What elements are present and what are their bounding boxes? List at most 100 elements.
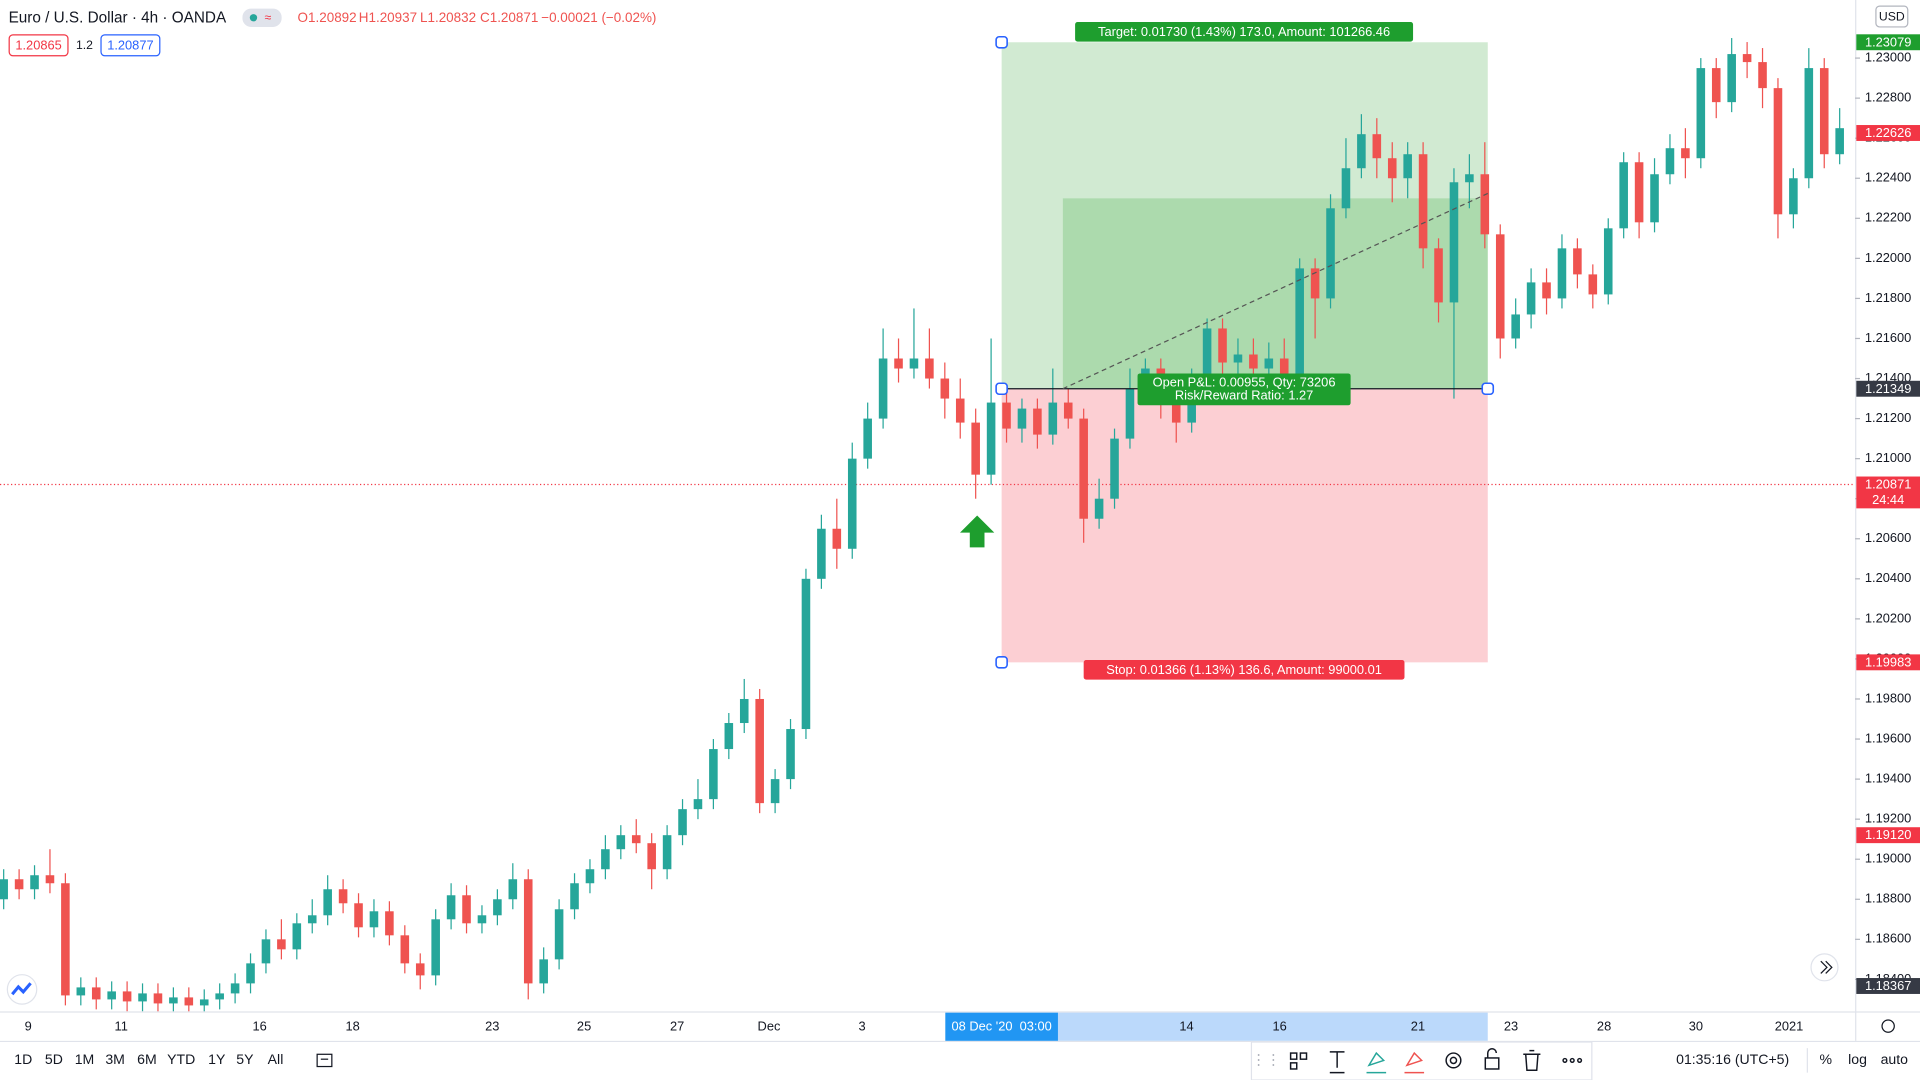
candle-body — [894, 358, 903, 369]
candle-body — [1835, 128, 1844, 155]
time-tick-label: 23 — [1504, 1019, 1518, 1034]
candle-body — [1711, 68, 1721, 103]
pnl-label-box — [1137, 373, 1351, 406]
trade-path — [1062, 192, 1489, 390]
log-toggle[interactable]: log — [1848, 1051, 1867, 1067]
delete-icon[interactable] — [1523, 1049, 1541, 1071]
price-tick-label: 1.19600 — [1865, 730, 1911, 745]
spread: 1.2 — [76, 38, 93, 52]
time-tick-label: 9 — [25, 1019, 32, 1034]
price-tick-label: 1.22000 — [1865, 250, 1911, 265]
price-label: 1.18367 — [1865, 978, 1911, 993]
scroll-right-button[interactable] — [1810, 953, 1839, 982]
drag-handle[interactable] — [1481, 382, 1495, 396]
time-tick-label: 11 — [115, 1019, 128, 1034]
drag-handle[interactable] — [995, 656, 1008, 669]
candle-body — [1310, 268, 1320, 299]
percent-toggle[interactable]: % — [1819, 1051, 1832, 1067]
bid-box[interactable] — [8, 34, 69, 57]
candle-body — [1295, 268, 1304, 375]
candle-body — [1742, 54, 1752, 63]
lock-icon[interactable] — [1484, 1057, 1500, 1070]
price-label-box — [1856, 978, 1920, 994]
logo-icon — [11, 982, 32, 996]
candle-body — [1511, 314, 1520, 339]
candle-body — [169, 997, 178, 1004]
candle-body — [909, 358, 919, 369]
price-label: 1.23079 — [1865, 34, 1911, 49]
range-button[interactable]: 5D — [45, 1051, 63, 1067]
range-button[interactable]: YTD — [167, 1051, 195, 1067]
time-tick-label: 18 — [346, 1019, 360, 1034]
candle-body — [847, 458, 857, 549]
candle-body — [1434, 248, 1443, 303]
fill-color-icon[interactable] — [1366, 1051, 1387, 1074]
price-label-box — [1856, 34, 1920, 51]
candle-body — [1418, 154, 1428, 249]
line-color-icon[interactable] — [1404, 1051, 1425, 1074]
date-range-icon[interactable] — [316, 1053, 333, 1068]
candle-body — [678, 809, 687, 836]
range-button[interactable]: All — [268, 1051, 284, 1067]
auto-toggle[interactable]: auto — [1881, 1051, 1909, 1067]
candle-body — [1033, 408, 1042, 435]
more-icon[interactable] — [1562, 1057, 1568, 1063]
drag-handle[interactable] — [995, 382, 1008, 396]
candle-body — [1357, 134, 1366, 169]
range-button[interactable]: 1M — [75, 1051, 95, 1067]
drag-handle[interactable]: ⋮⋮ — [1251, 1052, 1280, 1068]
candle-body — [1665, 148, 1675, 175]
clock[interactable]: 01:35:16 (UTC+5) — [1676, 1051, 1789, 1067]
range-button[interactable]: 5Y — [236, 1051, 254, 1067]
currency-box[interactable] — [1875, 5, 1909, 28]
candle-body — [138, 993, 147, 1002]
candle-body — [261, 939, 271, 964]
time-tick-label: 16 — [252, 1019, 266, 1034]
profit-zone — [1062, 198, 1488, 389]
time-tick-label: 2021 — [1775, 1019, 1804, 1034]
range-button[interactable]: 6M — [137, 1051, 157, 1067]
range-button[interactable]: 1D — [14, 1051, 32, 1067]
time-tick-label: 25 — [577, 1019, 591, 1034]
settings-icon[interactable] — [1445, 1052, 1462, 1069]
target-label: Target: 0.01730 (1.43%) 173.0, Amount: 1… — [1098, 24, 1390, 39]
candle-body — [832, 528, 842, 549]
candle-body — [431, 919, 440, 976]
drag-handle[interactable] — [995, 35, 1008, 49]
candle-body — [477, 915, 487, 924]
price-tick-label: 1.19800 — [1865, 690, 1911, 705]
candle-body — [246, 963, 255, 984]
cursor-time: 08 Dec '20 03:00 — [951, 1019, 1051, 1034]
range-button[interactable]: 3M — [105, 1051, 125, 1067]
price-label: 1.20871 — [1865, 476, 1911, 491]
candle-body — [230, 983, 240, 994]
candle-body — [1696, 68, 1706, 159]
price-tick-label: 1.19200 — [1865, 811, 1911, 826]
price-label: 1.21349 — [1865, 381, 1911, 396]
candle-body — [91, 987, 101, 1000]
price-label: 1.19120 — [1865, 827, 1911, 842]
candle-body — [986, 402, 996, 475]
price-tick-label: 1.19400 — [1865, 770, 1911, 785]
candle-body — [1249, 354, 1258, 369]
text-icon[interactable] — [1329, 1051, 1345, 1074]
ohlc-low: L1.20832 — [420, 10, 476, 25]
candle-body — [585, 869, 595, 884]
ask-box[interactable] — [100, 34, 161, 57]
settings-button[interactable] — [1881, 1019, 1895, 1033]
candle-body — [940, 378, 950, 399]
candle-body — [415, 963, 425, 976]
candle-body — [770, 779, 780, 804]
candle-body — [277, 939, 286, 950]
candle-body — [14, 879, 24, 890]
time-tick-label: 27 — [670, 1019, 684, 1034]
candle-body — [184, 997, 194, 1006]
ask-price: 1.20877 — [107, 37, 153, 52]
template-icon[interactable] — [1289, 1052, 1298, 1060]
candle-body — [446, 895, 456, 920]
range-button[interactable]: 1Y — [208, 1051, 226, 1067]
candle-body — [693, 799, 703, 810]
candle-body — [1171, 402, 1181, 423]
time-tick-label: 30 — [1689, 1019, 1703, 1034]
